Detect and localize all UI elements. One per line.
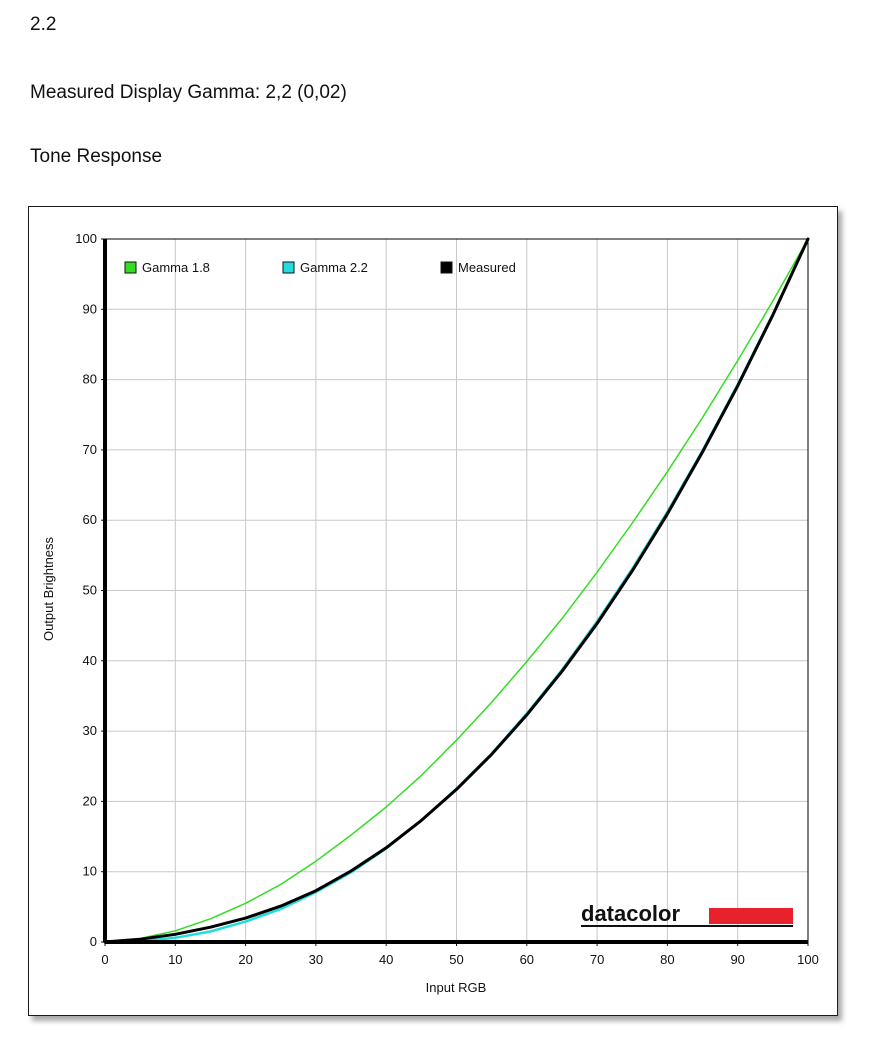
legend: Gamma 1.8 Gamma 2.2 Measured (124, 260, 516, 275)
axes (103, 238, 809, 944)
x-tick-label: 20 (238, 952, 252, 967)
y-tick-label: 40 (83, 653, 97, 668)
datacolor-logo-underline (581, 925, 793, 927)
x-tick-labels: 0 10 20 30 40 50 60 70 80 90 100 (101, 942, 819, 967)
x-tick-label: 80 (660, 952, 674, 967)
y-tick-label: 0 (90, 934, 97, 949)
y-tick-label: 20 (83, 793, 97, 808)
y-tick-labels: 0 10 20 30 40 50 60 70 80 90 100 (75, 231, 105, 949)
x-tick-label: 70 (590, 952, 604, 967)
gamma-value: 2.2 (30, 14, 57, 35)
x-axis-label: Input RGB (426, 980, 487, 995)
legend-item: Gamma 2.2 (282, 260, 368, 275)
x-tick-label: 90 (730, 952, 744, 967)
datacolor-logo: datacolor (581, 901, 793, 927)
datacolor-logo-text: datacolor (581, 901, 680, 926)
y-tick-label: 70 (83, 442, 97, 457)
x-tick-label: 0 (101, 952, 108, 967)
x-tick-label: 100 (797, 952, 819, 967)
measured-gamma-text: Measured Display Gamma: 2,2 (0,02) (30, 82, 347, 103)
chart-svg: 0 10 20 30 40 50 60 70 80 90 100 0 10 20 30 40 50 60 70 80… (41, 231, 819, 995)
legend-swatch (282, 261, 295, 274)
x-tick-label: 60 (520, 952, 534, 967)
y-tick-label: 30 (83, 723, 97, 738)
datacolor-logo-bar (709, 908, 793, 924)
tone-response-chart: 0 10 20 30 40 50 60 70 80 90 100 0 10 20 30 40 50 60 70 80… (28, 206, 838, 1016)
y-tick-label: 80 (83, 372, 97, 387)
legend-label: Gamma 2.2 (300, 260, 368, 275)
x-tick-label: 50 (449, 952, 463, 967)
y-tick-label: 50 (83, 583, 97, 598)
y-tick-label: 100 (75, 231, 97, 246)
x-tick-label: 30 (309, 952, 323, 967)
y-tick-label: 90 (83, 301, 97, 316)
series-lines (103, 237, 810, 944)
series-line-gamma-1-8 (104, 238, 809, 943)
legend-item: Gamma 1.8 (124, 260, 210, 275)
x-tick-label: 40 (379, 952, 393, 967)
grid-lines (105, 238, 809, 942)
section-title: Tone Response (30, 146, 163, 167)
legend-item: Measured (440, 260, 516, 275)
series-line-measured (103, 237, 810, 944)
x-tick-label: 10 (168, 952, 182, 967)
y-axis-label: Output Brightness (41, 536, 56, 641)
legend-swatch (440, 261, 453, 274)
legend-swatch (124, 261, 137, 274)
y-tick-label: 60 (83, 512, 97, 527)
legend-label: Gamma 1.8 (142, 260, 210, 275)
y-tick-label: 10 (83, 864, 97, 879)
legend-label: Measured (458, 260, 516, 275)
